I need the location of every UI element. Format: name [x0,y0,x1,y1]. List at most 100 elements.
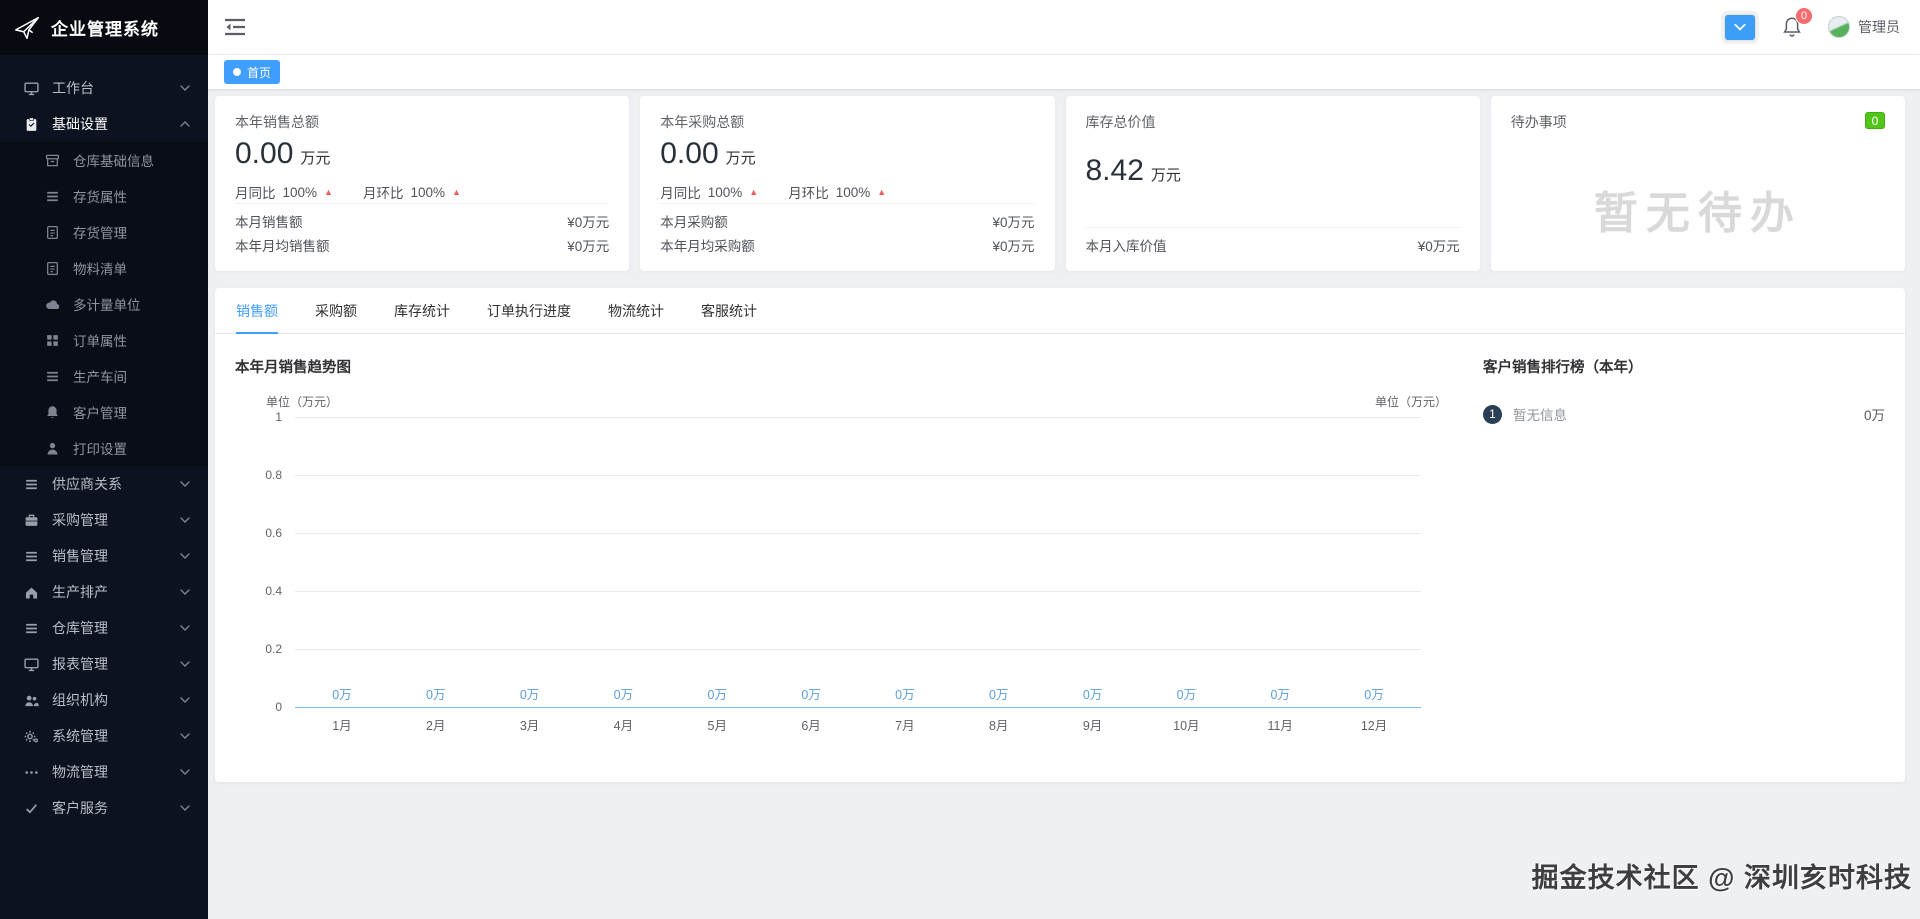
grid-icon [45,333,60,348]
briefcase-icon [24,513,39,528]
sidebar-item-label: 生产车间 [73,370,127,385]
content: 本年销售总额 0.00 万元 月同比 100% ▲ 月环比 100% ▲ 本月销售额 ¥0万元 本年月… [208,89,1920,782]
chart-unit-label-left: 单位（万元） [266,395,339,409]
tab-item[interactable]: 订单执行进度 [487,302,571,319]
ranking-row: 1 暂无信息 0万 [1483,404,1885,424]
sidebar-subitem[interactable]: 生产车间 [0,358,208,394]
chart-x-tick-label: 1月 [332,719,352,733]
metric-label: 月同比 [235,186,276,201]
dropdown-button[interactable] [1724,13,1756,41]
stat-card-number: 0.00 [235,137,294,170]
chart-x-tick-label: 8月 [988,719,1009,733]
trend-up-icon: ▲ [877,187,887,197]
chevron-down-icon [180,623,190,633]
sidebar-subitem[interactable]: 订单属性 [0,322,208,358]
chart-y-tick-label: 0.4 [265,584,282,598]
users-icon [24,693,39,708]
chart-x-axis-labels: 1月 2月 3月 4月 5月 6月 7月 8月 9月 10月 11月 12月 [295,715,1421,734]
sidebar-item[interactable]: 客户服务 [0,790,208,826]
sidebar-item[interactable]: 采购管理 [0,502,208,538]
metric-label: 月同比 [660,186,701,201]
chart-point-label: 0万 [1082,688,1103,702]
tag-home[interactable]: 首页 [224,60,281,84]
sidebar-item[interactable]: 工作台 [0,70,208,106]
sidebar-subitem[interactable]: 打印设置 [0,430,208,466]
sidebar-item-label: 生产排产 [52,584,108,600]
chart-y-tick-label: 0.6 [265,526,282,540]
sidebar-collapse-icon[interactable] [224,18,246,36]
tab-item[interactable]: 客服统计 [701,302,757,319]
notification-bell-icon[interactable]: 0 [1782,7,1813,38]
ranking-title: 客户销售排行榜（本年） [1483,360,1643,376]
chart-series-line [295,707,1421,708]
sidebar-item-label: 工作台 [52,80,94,96]
chart-x-tick-label: 10月 [1173,719,1200,733]
sidebar-item-label: 客户管理 [73,406,127,421]
sidebar-submenu: 仓库基础信息 存货属性存货管理物料清单多计量单位订单属性生产车间客户管理打印设置 [0,142,208,466]
chevron-down-icon [180,803,190,813]
sidebar-item-label: 报表管理 [52,656,108,672]
document-icon [45,225,60,240]
chart-y-tick-label: 0.2 [265,642,282,656]
sidebar-item[interactable]: 生产排产 [0,574,208,610]
sidebar-subitem[interactable]: 仓库基础信息 [0,142,208,178]
sidebar-item[interactable]: 仓库管理 [0,610,208,646]
row-value: ¥0万元 [567,239,610,254]
sidebar-subitem[interactable]: 物料清单 [0,250,208,286]
logo: 企业管理系统 [0,0,208,55]
sidebar-subitem[interactable]: 存货管理 [0,214,208,250]
stat-card: 本年销售总额 0.00 万元 月同比 100% ▲ 月环比 100% ▲ 本月销售额 ¥0万元 本年月… [215,96,630,271]
sidebar-subitem[interactable]: 存货属性 [0,178,208,214]
chart-point-label: 0万 [1270,688,1290,702]
sidebar-subitem[interactable]: 多计量单位 [0,286,208,322]
tab-item[interactable]: 库存统计 [394,302,450,319]
sidebar-item[interactable]: 组织机构 [0,682,208,718]
chevron-down-icon [180,659,190,669]
stat-card-value: 8.42 万元 [1086,154,1460,188]
tab-active[interactable]: 销售额 [236,288,278,334]
tab-item[interactable]: 物流统计 [608,302,664,319]
stat-card-header: 待办事项 0 [1511,112,1885,132]
app-title: 企业管理系统 [51,20,159,39]
chart-x-tick-label: 11月 [1267,719,1293,733]
sidebar: 企业管理系统 工作台基础设置 仓库基础信息 存货属性存货管理物料清单多计量单位订单属… [0,0,208,919]
check-icon [24,801,39,816]
rank-name: 暂无信息 [1513,408,1567,423]
chart-x-tick-label: 7月 [895,719,915,733]
sidebar-item[interactable]: 物流管理 [0,754,208,790]
chart-x-tick-label: 5月 [707,719,727,733]
monitor-icon [24,81,39,96]
sidebar-item-label: 客户服务 [52,800,108,816]
sidebar-item[interactable]: 销售管理 [0,538,208,574]
stat-card-number: 8.42 [1085,154,1144,187]
user-menu[interactable]: 管理员 [1828,16,1900,38]
chevron-down-icon [180,587,190,597]
trend-up-icon: ▲ [324,187,333,197]
chevron-down-icon [180,767,190,777]
sidebar-item[interactable]: 基础设置 [0,106,208,142]
sidebar-item-label: 系统管理 [52,728,108,744]
list-icon [45,369,60,384]
chart-plot-area: 1 0.8 0.6 0.4 0.2 0 0万 0万 0万 0万 0万 0万 0万 0万 0万 0万 0万 0万 [265,410,1421,714]
stat-card-rows: 本月销售额 ¥0万元 本年月均销售额 ¥0万元 [235,203,610,259]
sidebar-item[interactable]: 系统管理 [0,718,208,754]
paper-plane-logo-icon [12,13,42,43]
line-chart: 单位（万元） 单位（万元） 1 0.8 0.6 0.4 0.2 0 0万 0万 0万 0万 0万 0万… [235,393,1483,745]
tab-item[interactable]: 采购额 [315,302,357,319]
chart-point-label: 0万 [613,688,634,702]
row-label: 本月销售额 [235,215,303,230]
sidebar-subitem[interactable]: 客户管理 [0,394,208,430]
clipboard-icon [24,117,39,132]
avatar [1828,16,1850,38]
list-icon [24,621,39,636]
metric-value: 100% [282,184,318,200]
chart-gridline: 0.8 [265,468,1421,482]
stat-card-row: 本月采购额 ¥0万元 [660,211,1034,235]
todo-empty-text: 暂无待办 [1593,189,1802,238]
sidebar-item-label: 存货管理 [73,226,127,241]
stat-card-title: 库存总价值 [1085,114,1156,130]
sidebar-item[interactable]: 报表管理 [0,646,208,682]
sidebar-item[interactable]: 供应商关系 [0,466,208,502]
row-value: ¥0万元 [1417,239,1460,254]
sidebar-item-label: 多计量单位 [73,298,141,313]
